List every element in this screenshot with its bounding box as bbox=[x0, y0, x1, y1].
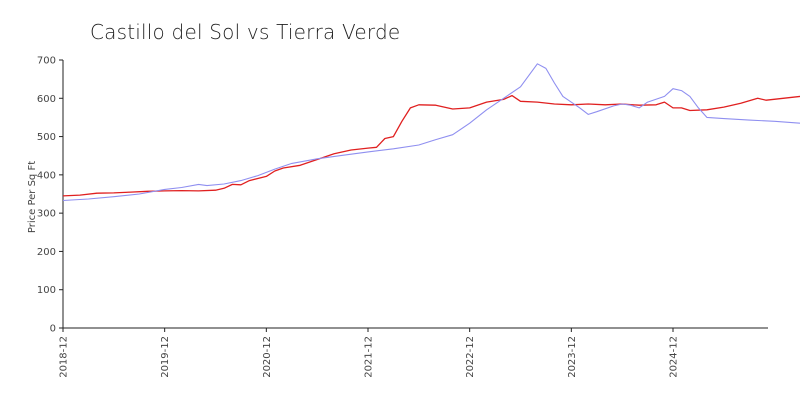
x-tick-label: 2018-12 bbox=[59, 336, 70, 378]
y-tick-label: 300 bbox=[37, 209, 56, 220]
x-tick-label: 2023-12 bbox=[567, 336, 578, 378]
y-tick-label: 700 bbox=[37, 56, 56, 67]
x-tick-label: 2022-12 bbox=[465, 336, 476, 378]
y-tick-label: 100 bbox=[37, 285, 56, 296]
series-line-1 bbox=[62, 94, 800, 197]
y-tick-label: 500 bbox=[37, 132, 56, 143]
x-tick-label: 2021-12 bbox=[364, 336, 375, 378]
series-line-2 bbox=[62, 63, 800, 202]
x-tick-label: 2019-12 bbox=[160, 336, 171, 378]
axes: 0 100 200 300 400 500 600 700 2018-12 2019-12 2020… bbox=[27, 56, 768, 378]
plot-area bbox=[62, 63, 800, 202]
x-tick-label: 2024-12 bbox=[669, 336, 680, 378]
y-tick-label: 400 bbox=[37, 170, 56, 181]
y-tick-label: 600 bbox=[37, 94, 56, 105]
x-tick-label: 2020-12 bbox=[262, 336, 273, 378]
chart-title: Castillo del Sol vs Tierra Verde bbox=[90, 20, 401, 44]
y-tick-label: 200 bbox=[37, 247, 56, 258]
y-axis-label: Price Per Sq Ft bbox=[27, 161, 38, 233]
y-tick-label: 0 bbox=[50, 324, 56, 335]
